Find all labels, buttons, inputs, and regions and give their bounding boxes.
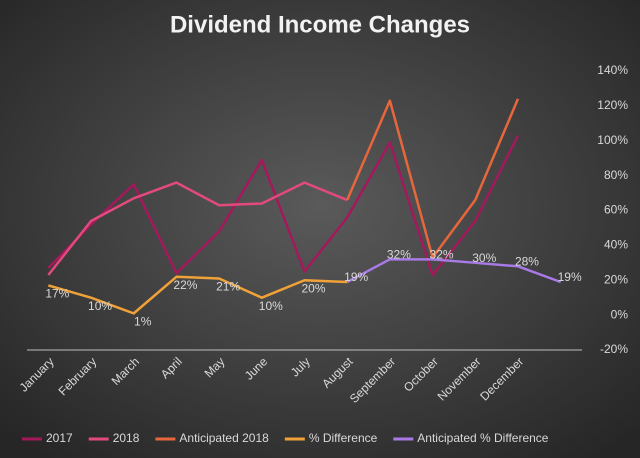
data-label: 19%	[558, 270, 582, 284]
data-label: 32%	[430, 247, 454, 261]
legend-label: Anticipated 2018	[179, 431, 269, 445]
data-label: 28%	[515, 254, 539, 268]
legend-label: % Difference	[309, 431, 378, 445]
data-label: 10%	[88, 299, 112, 313]
y-tick-label: 0%	[611, 307, 629, 321]
data-label: 19%	[344, 270, 368, 284]
legend-label: 2017	[46, 431, 73, 445]
data-label: 10%	[259, 299, 283, 313]
data-label: 20%	[301, 281, 325, 295]
y-tick-label: 120%	[597, 98, 628, 112]
y-tick-label: 40%	[604, 238, 628, 252]
data-label: 21%	[216, 280, 240, 294]
series-line	[47, 181, 348, 276]
series-line	[47, 134, 520, 277]
data-label: 1%	[134, 315, 152, 329]
data-label: 32%	[387, 247, 411, 261]
y-tick-label: -20%	[600, 342, 628, 356]
y-tick-label: 60%	[604, 203, 628, 217]
data-label: 30%	[472, 251, 496, 265]
data-label: 17%	[45, 287, 69, 301]
series-line	[346, 258, 562, 284]
chart-title: Dividend Income Changes	[170, 11, 470, 38]
series-line	[346, 98, 520, 259]
series-line	[48, 275, 348, 315]
y-tick-label: 140%	[597, 63, 628, 77]
y-tick-label: 100%	[597, 133, 628, 147]
legend-label: Anticipated % Difference	[417, 431, 549, 445]
data-label: 22%	[173, 278, 197, 292]
y-tick-label: 80%	[604, 168, 628, 182]
legend-label: 2018	[113, 431, 140, 445]
y-tick-label: 20%	[604, 272, 628, 286]
